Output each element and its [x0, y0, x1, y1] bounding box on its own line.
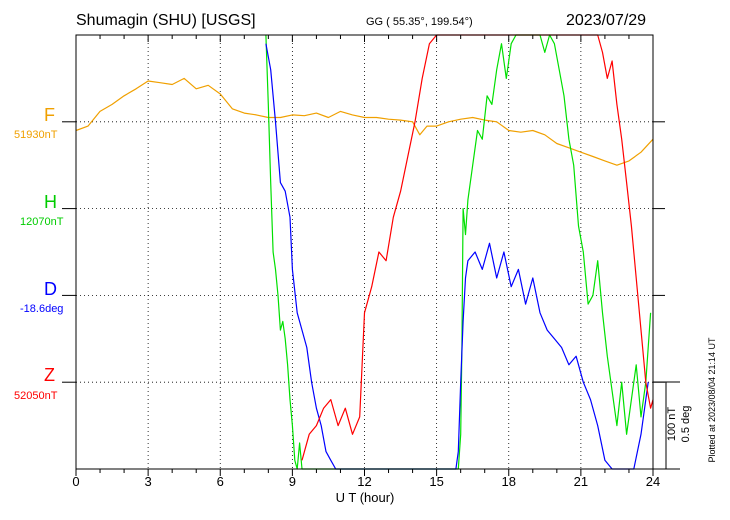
series-name-h: H: [44, 192, 57, 212]
coordinates-label: GG ( 55.35°, 199.54°): [366, 16, 473, 28]
grid-lines: [76, 35, 653, 469]
x-tick-label: 6: [216, 474, 224, 489]
trace-z: [301, 34, 654, 461]
x-axis-label: U T (hour): [335, 490, 395, 505]
trace-h: [265, 34, 652, 470]
baseline-label-z: 52050nT: [14, 390, 58, 402]
x-tick-label: 0: [72, 474, 80, 489]
scale-bar-label-deg: 0.5 deg: [680, 405, 692, 443]
x-tick-label: 24: [645, 474, 661, 489]
x-tick-label: 9: [288, 474, 296, 489]
series-name-z: Z: [44, 365, 55, 385]
x-tick-label: 15: [429, 474, 444, 489]
x-tick-label: 12: [357, 474, 372, 489]
station-title: Shumagin (SHU) [USGS]: [76, 12, 256, 29]
baseline-label-h: 12070nT: [20, 216, 64, 228]
x-axis-ticks: [75, 35, 654, 476]
data-traces: [75, 34, 654, 470]
x-tick-label: 18: [501, 474, 516, 489]
series-name-f: F: [44, 105, 55, 125]
x-tick-label: 3: [144, 474, 152, 489]
trace-d: [265, 43, 649, 470]
baseline-label-f: 51930nT: [14, 129, 58, 141]
scale-bar: [653, 381, 680, 470]
plotted-at-note: Plotted at 2023/08/04 21:14 UT: [707, 337, 717, 463]
date-label: 2023/07/29: [566, 12, 647, 29]
x-tick-label: 21: [573, 474, 589, 489]
scale-bar-label-nt: 100 nT: [666, 406, 678, 442]
baseline-label-d: -18.6deg: [20, 303, 64, 315]
series-name-d: D: [44, 279, 57, 299]
trace-f: [75, 77, 654, 166]
